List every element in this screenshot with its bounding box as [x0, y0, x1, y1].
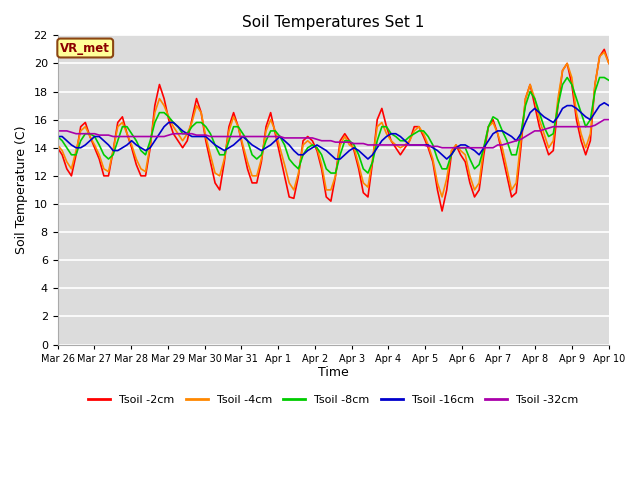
Tsoil -8cm [54, 133, 61, 139]
Tsoil -8cm [170, 120, 177, 125]
Tsoil -4cm [54, 142, 61, 148]
Tsoil -32cm [202, 132, 210, 138]
Tsoil -16cm [364, 156, 372, 162]
Tsoil -8cm [364, 170, 372, 176]
Line: Tsoil -2cm: Tsoil -2cm [58, 49, 609, 211]
Tsoil -32cm [494, 142, 502, 148]
Tsoil -16cm [54, 133, 61, 139]
Tsoil -2cm [591, 82, 599, 87]
Tsoil -16cm [600, 100, 608, 106]
Tsoil -8cm [605, 77, 612, 83]
Tsoil -4cm [360, 180, 367, 186]
Tsoil -2cm [202, 138, 210, 144]
Tsoil -32cm [605, 117, 612, 122]
Tsoil -32cm [170, 131, 177, 137]
Line: Tsoil -32cm: Tsoil -32cm [58, 120, 609, 148]
Tsoil -32cm [360, 141, 367, 146]
Line: Tsoil -4cm: Tsoil -4cm [58, 52, 609, 197]
Tsoil -8cm [494, 117, 502, 122]
Line: Tsoil -8cm: Tsoil -8cm [58, 77, 609, 173]
Text: VR_met: VR_met [60, 41, 110, 55]
Tsoil -4cm [170, 124, 177, 130]
Tsoil -4cm [202, 133, 210, 139]
Tsoil -2cm [54, 145, 61, 151]
X-axis label: Time: Time [318, 366, 349, 379]
Tsoil -32cm [600, 117, 608, 122]
Tsoil -8cm [438, 166, 446, 172]
Title: Soil Temperatures Set 1: Soil Temperatures Set 1 [242, 15, 424, 30]
Tsoil -8cm [596, 74, 604, 80]
Tsoil -4cm [438, 194, 446, 200]
Y-axis label: Soil Temperature (C): Soil Temperature (C) [15, 126, 28, 254]
Tsoil -2cm [434, 187, 442, 193]
Tsoil -2cm [438, 208, 446, 214]
Tsoil -8cm [563, 74, 571, 80]
Tsoil -8cm [327, 170, 335, 176]
Tsoil -4cm [605, 60, 612, 66]
Tsoil -16cm [332, 156, 339, 162]
Tsoil -32cm [54, 128, 61, 134]
Tsoil -2cm [494, 131, 502, 137]
Tsoil -16cm [202, 133, 210, 139]
Tsoil -4cm [600, 49, 608, 55]
Tsoil -16cm [591, 110, 599, 116]
Tsoil -2cm [600, 47, 608, 52]
Tsoil -32cm [591, 122, 599, 128]
Tsoil -8cm [202, 124, 210, 130]
Tsoil -16cm [438, 152, 446, 157]
Tsoil -4cm [434, 180, 442, 186]
Tsoil -16cm [170, 120, 177, 125]
Tsoil -16cm [494, 128, 502, 134]
Tsoil -2cm [170, 131, 177, 137]
Line: Tsoil -16cm: Tsoil -16cm [58, 103, 609, 159]
Tsoil -32cm [438, 145, 446, 151]
Legend: Tsoil -2cm, Tsoil -4cm, Tsoil -8cm, Tsoil -16cm, Tsoil -32cm: Tsoil -2cm, Tsoil -4cm, Tsoil -8cm, Tsoi… [84, 390, 582, 409]
Tsoil -4cm [494, 131, 502, 137]
Tsoil -2cm [605, 60, 612, 66]
Tsoil -32cm [434, 144, 442, 149]
Tsoil -16cm [605, 103, 612, 108]
Tsoil -2cm [360, 190, 367, 196]
Tsoil -4cm [591, 82, 599, 87]
